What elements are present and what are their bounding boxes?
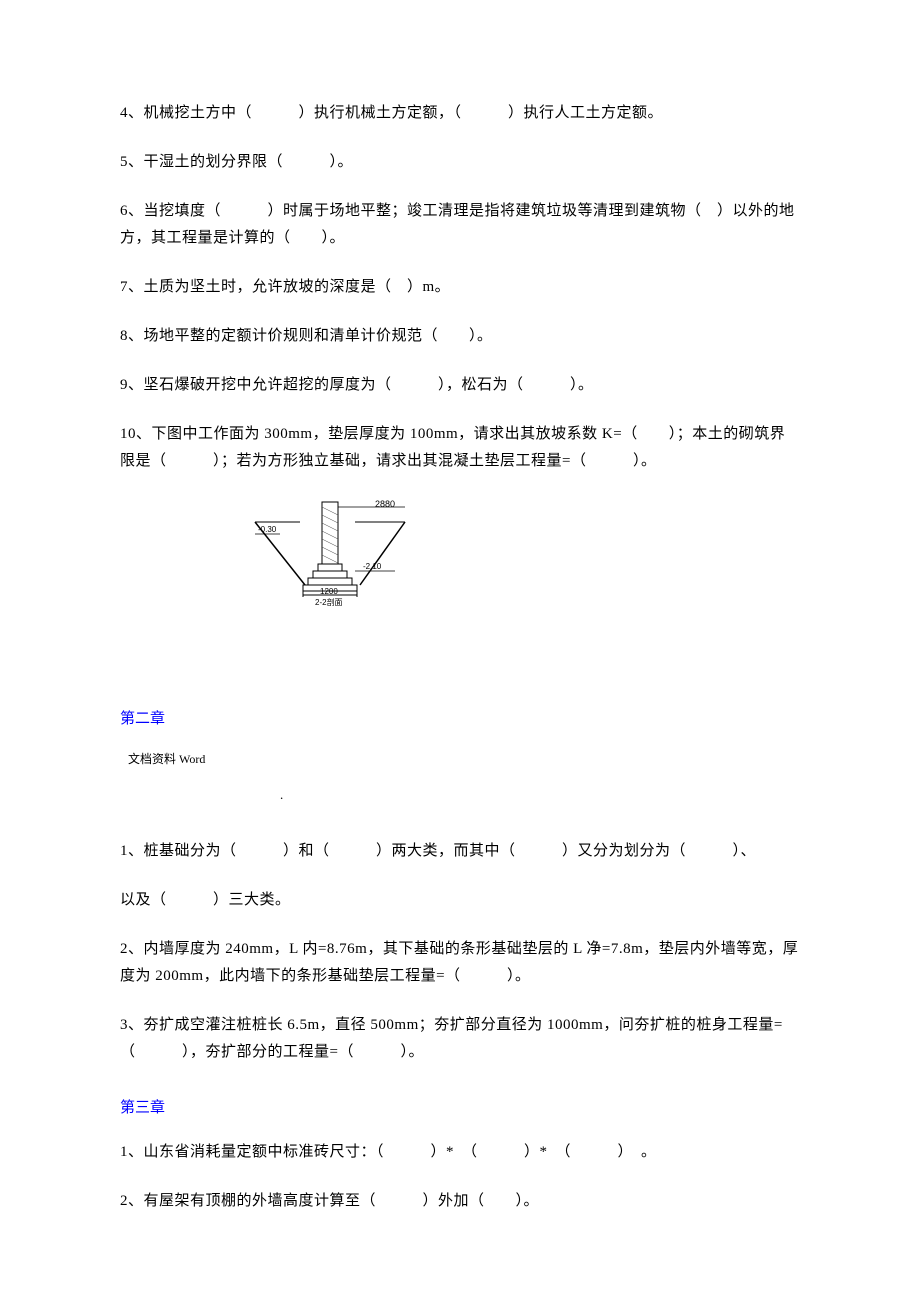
dot-separator: . xyxy=(280,787,800,803)
question-9: 9、坚石爆破开挖中允许超挖的厚度为（ ），松石为（ ）。 xyxy=(120,372,800,399)
chapter3-question-2: 2、有屋架有顶棚的外墙高度计算至（ ）外加（ ）。 xyxy=(120,1188,800,1215)
diagram-label-030: -0.30 xyxy=(258,525,277,534)
diagram-label-section: 2-2剖面 xyxy=(315,597,343,607)
chapter-2-heading: 第二章 xyxy=(120,707,800,728)
question-6: 6、当挖填度（ ）时属于场地平整；竣工清理是指将建筑垃圾等清理到建筑物（ ）以外… xyxy=(120,198,800,252)
chapter2-question-3: 3、夯扩成空灌注桩桩长 6.5m，直径 500mm；夯扩部分直径为 1000mm… xyxy=(120,1012,800,1066)
diagram-label-1200: 1200 xyxy=(320,587,338,596)
foundation-diagram: 2880 -0.30 -2.10 1200 2-2剖面 xyxy=(250,497,800,607)
footer-text: 文档资料 Word xyxy=(128,750,800,767)
chapter3-question-1: 1、山东省消耗量定额中标准砖尺寸：（ ）* （ ）* （ ） 。 xyxy=(120,1139,800,1166)
question-7: 7、土质为坚土时，允许放坡的深度是（ ）m。 xyxy=(120,274,800,301)
question-5: 5、干湿土的划分界限（ ）。 xyxy=(120,149,800,176)
question-10: 10、下图中工作面为 300mm，垫层厚度为 100mm，请求出其放坡系数 K=… xyxy=(120,421,800,475)
diagram-label-2880: 2880 xyxy=(375,499,395,509)
chapter2-question-1-line2: 以及（ ）三大类。 xyxy=(120,887,800,914)
question-8: 8、场地平整的定额计价规则和清单计价规范（ ）。 xyxy=(120,323,800,350)
diagram-label-210: -2.10 xyxy=(363,562,382,571)
chapter2-question-2: 2、内墙厚度为 240mm，L 内=8.76m，其下基础的条形基础垫层的 L 净… xyxy=(120,936,800,990)
question-4: 4、机械挖土方中（ ）执行机械土方定额，（ ）执行人工土方定额。 xyxy=(120,100,800,127)
chapter-3-heading: 第三章 xyxy=(120,1096,800,1117)
chapter2-question-1-line1: 1、桩基础分为（ ）和（ ）两大类，而其中（ ）又分为划分为（ ）、 xyxy=(120,838,800,865)
